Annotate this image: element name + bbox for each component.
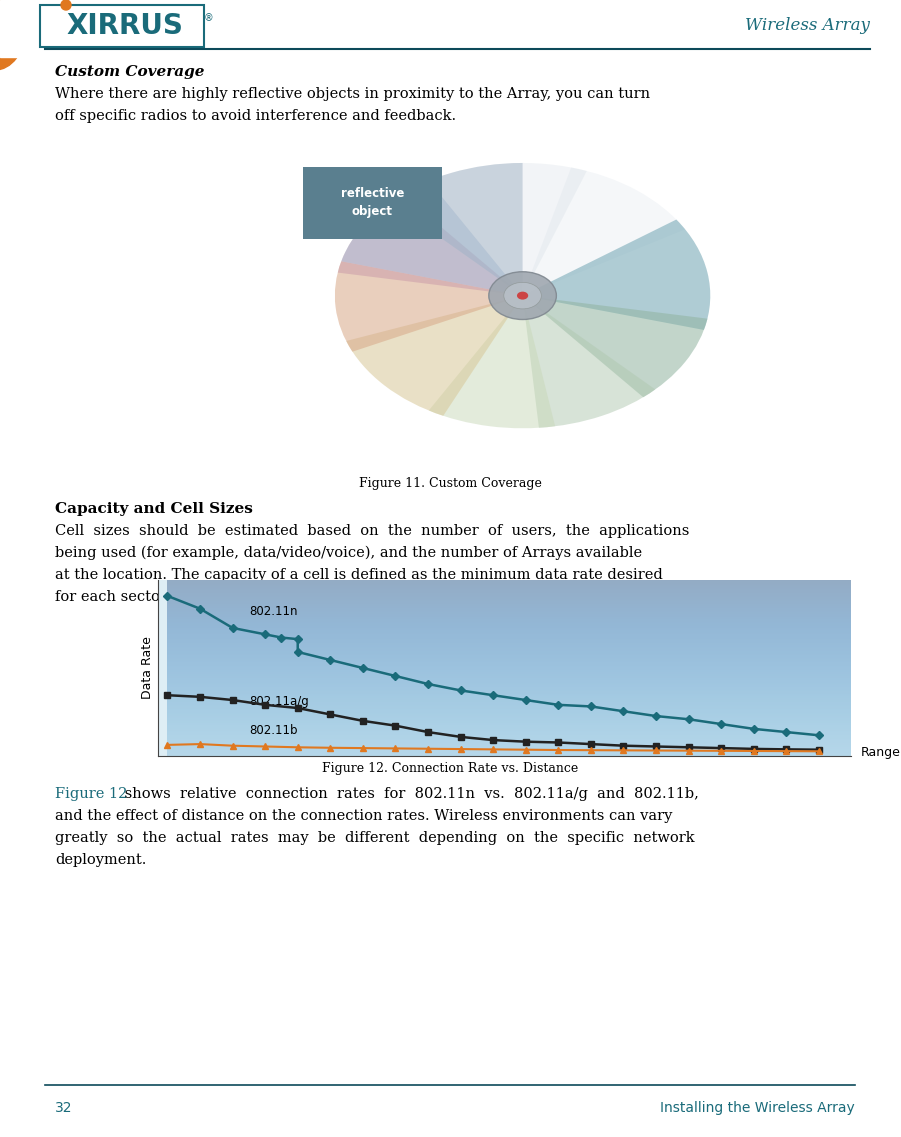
Text: Figure 12: Figure 12 xyxy=(55,787,127,800)
Circle shape xyxy=(61,0,71,10)
Text: 802.11b: 802.11b xyxy=(249,723,297,737)
Wedge shape xyxy=(338,194,523,296)
Text: Capacity and Cell Sizes: Capacity and Cell Sizes xyxy=(55,503,253,516)
Wedge shape xyxy=(429,296,555,429)
Text: Custom Coverage: Custom Coverage xyxy=(55,65,205,78)
Text: at the location. The capacity of a cell is defined as the minimum data rate desi: at the location. The capacity of a cell … xyxy=(55,568,663,582)
Text: shows  relative  connection  rates  for  802.11n  vs.  802.11a/g  and  802.11b,: shows relative connection rates for 802.… xyxy=(120,787,699,800)
Text: Wireless Array: Wireless Array xyxy=(745,17,870,34)
Text: for each sector multiplied by the total number of sectors being used.: for each sector multiplied by the total … xyxy=(55,590,566,604)
Wedge shape xyxy=(429,163,587,296)
Y-axis label: Data Rate: Data Rate xyxy=(141,637,153,699)
Text: and the effect of distance on the connection rates. Wireless environments can va: and the effect of distance on the connec… xyxy=(55,810,672,823)
Text: Range: Range xyxy=(861,746,901,760)
FancyBboxPatch shape xyxy=(40,5,204,47)
Circle shape xyxy=(488,272,557,319)
Circle shape xyxy=(517,291,528,299)
Wedge shape xyxy=(346,296,523,416)
Text: greatly  so  the  actual  rates  may  be  different  depending  on  the  specifi: greatly so the actual rates may be diffe… xyxy=(55,831,695,845)
Circle shape xyxy=(504,282,542,309)
Text: Cell  sizes  should  be  estimated  based  on  the  number  of  users,  the  app: Cell sizes should be estimated based on … xyxy=(55,524,689,538)
FancyBboxPatch shape xyxy=(303,167,441,239)
Text: reflective
object: reflective object xyxy=(341,188,405,218)
Text: being used (for example, data/video/voice), and the number of Arrays available: being used (for example, data/video/voic… xyxy=(55,546,642,561)
Wedge shape xyxy=(523,167,685,296)
Text: Where there are highly reflective objects in proximity to the Array, you can tur: Where there are highly reflective object… xyxy=(55,88,651,101)
Text: XIRRUS: XIRRUS xyxy=(67,13,184,40)
Text: ®: ® xyxy=(204,13,214,23)
Wedge shape xyxy=(523,296,707,397)
Text: off specific radios to avoid interference and feedback.: off specific radios to avoid interferenc… xyxy=(55,109,456,123)
Text: 32: 32 xyxy=(55,1101,72,1115)
Text: 802.11a/g: 802.11a/g xyxy=(249,695,309,708)
Text: 802.11n: 802.11n xyxy=(249,605,297,619)
Text: deployment.: deployment. xyxy=(55,853,146,868)
Text: Installing the Wireless Array: Installing the Wireless Array xyxy=(660,1101,855,1115)
Wedge shape xyxy=(523,296,655,428)
Bar xyxy=(0,0,45,57)
Ellipse shape xyxy=(0,0,25,70)
Text: Figure 11. Custom Coverage: Figure 11. Custom Coverage xyxy=(359,478,542,490)
Text: Figure 12. Connection Rate vs. Distance: Figure 12. Connection Rate vs. Distance xyxy=(322,762,578,775)
Wedge shape xyxy=(390,163,523,296)
Wedge shape xyxy=(523,219,710,330)
Wedge shape xyxy=(335,262,523,351)
Wedge shape xyxy=(341,181,523,296)
